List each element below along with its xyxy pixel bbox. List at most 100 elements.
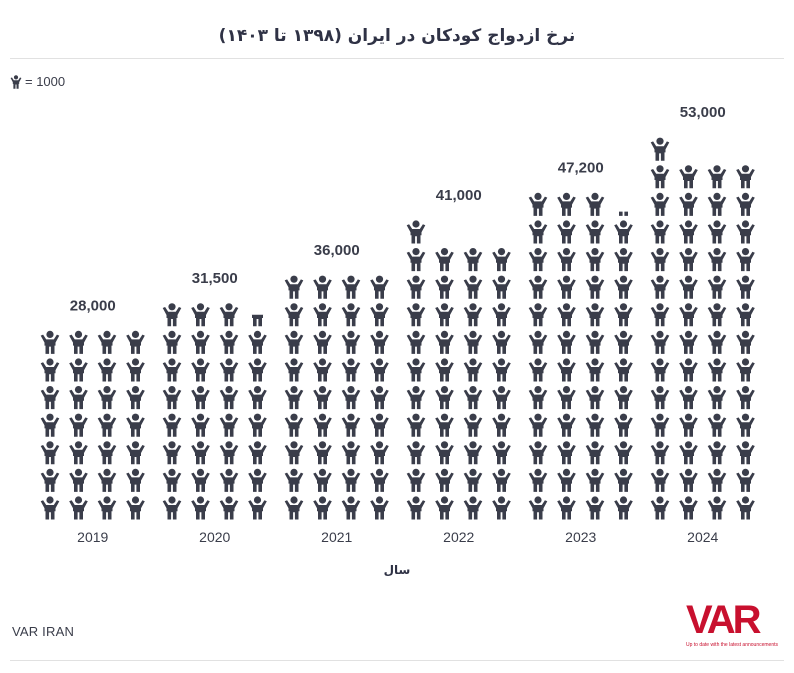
person-icon: [284, 468, 304, 492]
person-icon: [585, 358, 605, 382]
person-icon: [126, 496, 145, 520]
person-icon: [435, 275, 454, 299]
person-icon: [406, 441, 426, 465]
person-icon: [557, 386, 576, 410]
person-icon: [557, 330, 576, 354]
person-icon: [69, 468, 88, 492]
person-icon: [191, 441, 210, 465]
person-icon: [557, 192, 576, 216]
x-tick-label: 2023: [565, 529, 596, 545]
person-icon: [162, 413, 182, 437]
person-icon: [126, 468, 145, 492]
person-icon: [614, 275, 633, 299]
person-icon: [736, 468, 755, 492]
person-icon: [248, 358, 267, 382]
person-icon: [370, 441, 389, 465]
person-icon: [528, 413, 548, 437]
person-icon: [650, 358, 670, 382]
person-icon: [219, 468, 239, 492]
data-label: 28,000: [70, 297, 116, 314]
person-icon: [219, 441, 239, 465]
person-icon: [463, 358, 483, 382]
person-icon: [40, 413, 60, 437]
person-icon: [650, 248, 670, 272]
person-icon: [126, 386, 145, 410]
person-icon: [248, 386, 267, 410]
person-icon: [492, 330, 511, 354]
person-icon: [162, 386, 182, 410]
person-icon: [492, 303, 511, 327]
person-icon: [463, 303, 483, 327]
person-icon: [650, 165, 670, 189]
person-icon: [585, 192, 605, 216]
person-icon: [736, 248, 755, 272]
person-icon: [557, 220, 576, 244]
person-icon: [10, 74, 22, 89]
x-tick-label: 2024: [687, 529, 718, 545]
person-icon: [463, 413, 483, 437]
person-icon: [557, 413, 576, 437]
person-icon: [191, 468, 210, 492]
person-icon: [557, 496, 576, 520]
person-icon: [97, 386, 117, 410]
person-icon: [69, 441, 88, 465]
person-icon: [248, 413, 267, 437]
person-icon: [736, 496, 755, 520]
person-icon: [406, 358, 426, 382]
person-icon: [736, 192, 755, 216]
person-icon: [736, 441, 755, 465]
person-icon: [707, 386, 727, 410]
person-icon: [406, 330, 426, 354]
person-icon: [313, 303, 332, 327]
person-icon: [492, 468, 511, 492]
pictogram-chart: 28,000 2019 31,500 2020 36,000 2021 41,000 2022…: [40, 104, 755, 545]
person-icon: [406, 468, 426, 492]
person-icon: [40, 441, 60, 465]
person-icon: [313, 441, 332, 465]
person-icon: [341, 413, 361, 437]
person-icon: [492, 441, 511, 465]
person-icon: [707, 275, 727, 299]
person-icon: [528, 441, 548, 465]
person-icon: [585, 275, 605, 299]
person-icon: [679, 413, 698, 437]
person-icon: [707, 413, 727, 437]
person-icon: [463, 248, 483, 272]
person-icon: [614, 330, 633, 354]
person-icon: [219, 303, 239, 327]
person-icon: [370, 358, 389, 382]
person-icon: [679, 192, 698, 216]
person-icon: [679, 220, 698, 244]
person-icon: [707, 330, 727, 354]
person-icon: [219, 358, 239, 382]
person-icon: [614, 496, 633, 520]
person-icon: [370, 275, 389, 299]
person-icon: [313, 330, 332, 354]
person-icon: [97, 468, 117, 492]
person-icon: [69, 386, 88, 410]
person-icon: [528, 468, 548, 492]
person-icon: [528, 303, 548, 327]
person-icon: [284, 275, 304, 299]
person-icon: [341, 303, 361, 327]
person-icon: [126, 413, 145, 437]
person-icon: [341, 330, 361, 354]
data-label: 47,200: [558, 159, 604, 176]
person-icon: [370, 386, 389, 410]
legend: = 1000: [10, 74, 65, 89]
person-icon: [191, 330, 210, 354]
person-icon: [313, 358, 332, 382]
person-icon: [370, 468, 389, 492]
top-divider: [10, 58, 784, 59]
person-icon: [492, 248, 511, 272]
person-icon: [219, 330, 239, 354]
person-icon: [528, 192, 548, 216]
person-icon: [492, 386, 511, 410]
person-icon: [614, 413, 633, 437]
x-tick-label: 2021: [321, 529, 352, 545]
person-icon: [707, 220, 727, 244]
person-icon: [557, 248, 576, 272]
category-2023: 47,200 2023: [528, 159, 633, 545]
person-icon: [557, 358, 576, 382]
category-2019: 28,000 2019: [40, 297, 145, 545]
